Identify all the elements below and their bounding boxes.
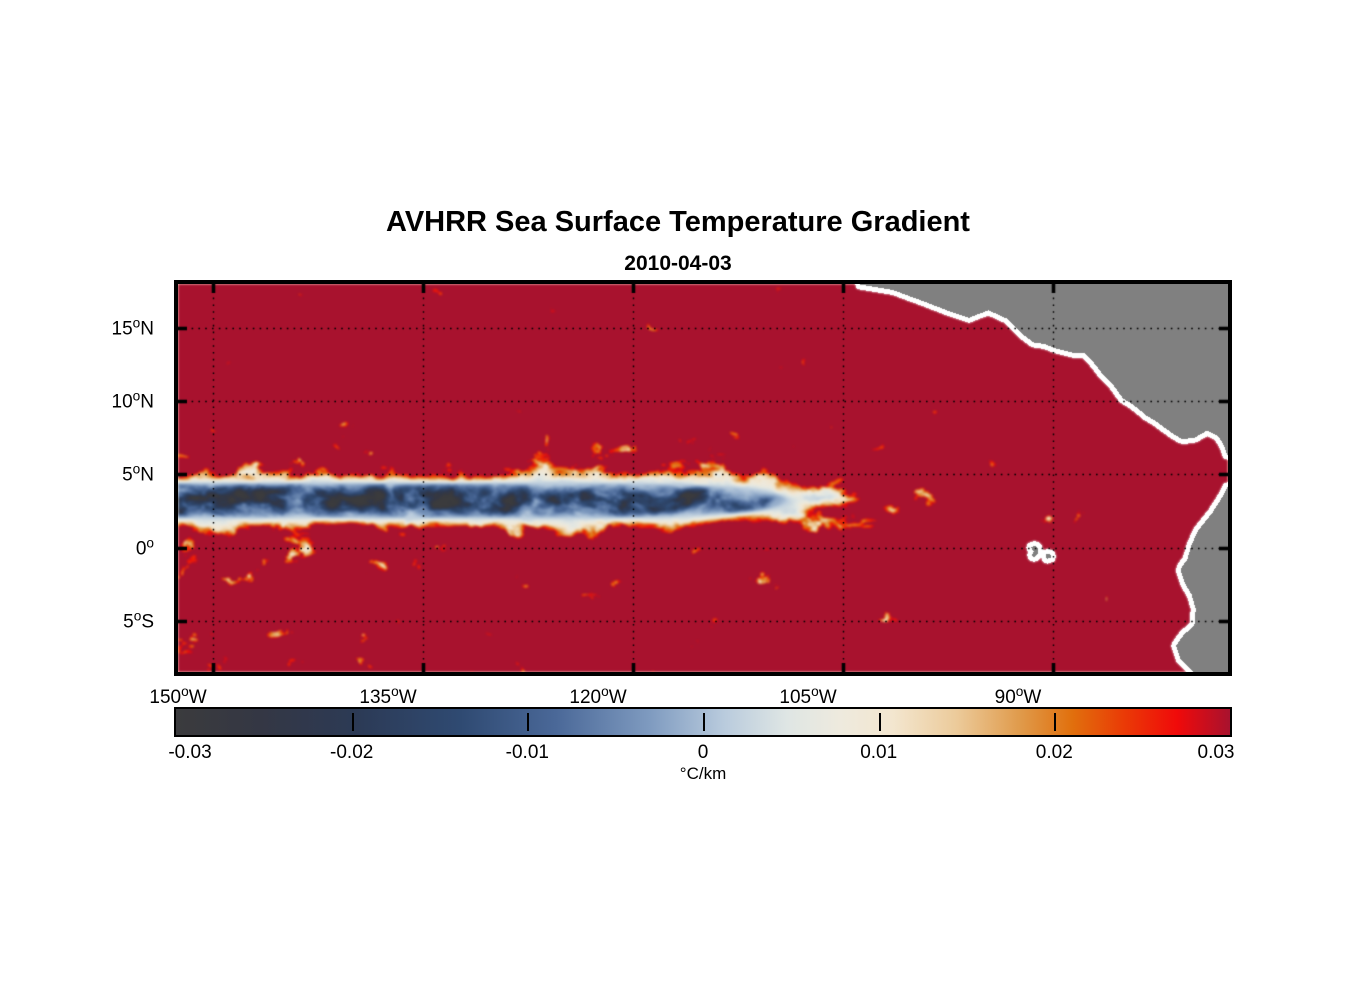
colorbar-tick [351, 713, 354, 731]
x-tick-label: 90oW [994, 684, 1042, 709]
x-tick-label: 105oW [779, 684, 837, 709]
y-tick-label: 10oN [111, 388, 154, 413]
x-tick-label: 135oW [359, 684, 417, 709]
x-axis-tick-labels: 150oW 135oW 120oW 105oW 90oW [149, 684, 1232, 714]
colorbar-tick-label: 0.03 [1197, 742, 1235, 763]
colorbar-tick [703, 713, 705, 731]
colorbar-tick-label: 0.01 [860, 742, 898, 763]
colorbar-tick-label: -0.01 [505, 742, 549, 763]
x-tick-label: 120oW [569, 684, 627, 709]
y-tick-label: 15oN [111, 315, 154, 340]
y-tick-label: 5oN [122, 461, 154, 486]
page-title: AVHRR Sea Surface Temperature Gradient [386, 206, 970, 238]
figure-subtitle: 2010-04-03 [624, 252, 732, 275]
colorbar-tick [527, 713, 530, 731]
map-axes [174, 280, 1232, 676]
colorbar-container [174, 707, 1232, 737]
x-tick-label: 150oW [149, 684, 207, 709]
y-tick-label: 5oS [123, 608, 154, 633]
y-tick-label: 0o [135, 534, 154, 560]
colorbar-tick-label: -0.03 [168, 742, 212, 763]
colorbar-tick [878, 713, 881, 731]
colorbar-tick-label: -0.02 [330, 742, 374, 763]
colorbar-tick-label: 0 [697, 742, 709, 763]
colorbar-tick [1054, 713, 1057, 731]
colorbar-unit-label: °C/km [679, 764, 727, 783]
colorbar-tick-labels: -0.03 -0.02 -0.01 0 0.01 0.02 0.03 [168, 742, 1235, 770]
colorbar-tick-label: 0.02 [1035, 742, 1073, 763]
y-axis-tick-labels: 15oN 10oN 5oN 0o 5oS [0, 280, 164, 676]
sst-gradient-heatmap [178, 284, 1228, 672]
